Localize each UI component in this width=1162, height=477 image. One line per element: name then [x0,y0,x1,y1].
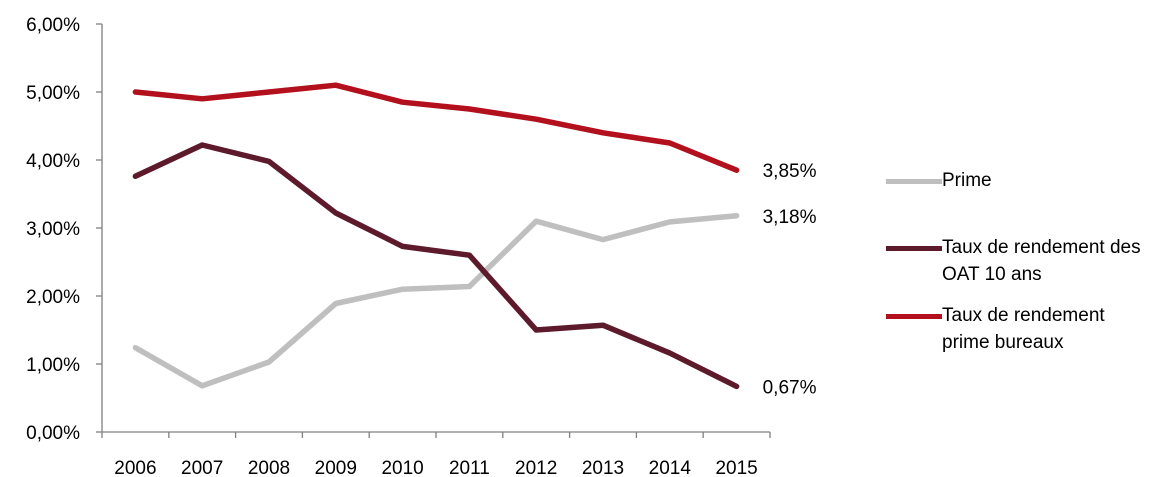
x-tick-label: 2008 [248,458,290,477]
y-tick-label: 5,00% [26,83,80,104]
y-tick-label: 6,00% [26,15,80,36]
axes: 0,00% 1,00% 2,00% 3,00% 4,00% 5,00% 6,00% 2006 2… [26,15,771,477]
legend-swatch-bureaux [886,314,942,319]
end-data-label: 3,85% [763,161,817,182]
x-tick-label: 2009 [315,458,357,477]
end-data-label: 3,18% [763,207,817,228]
data-labels: 3,18% 0,67% 3,85% [763,161,817,398]
x-tick-label: 2006 [114,458,156,477]
legend-label-prime: Prime [942,170,992,191]
legend-item-oat: Taux de rendement des OAT 10 ans [886,234,1142,288]
series-line-1 [132,142,740,390]
x-tick-label: 2010 [381,458,423,477]
legend-swatch-prime [886,179,942,184]
y-tick-label: 2,00% [26,287,80,308]
y-tick-label: 1,00% [26,355,80,376]
legend-label-oat: Taux de rendement des OAT 10 ans [942,237,1141,285]
legend-label-bureaux: Taux de rendement prime bureaux [942,305,1105,353]
x-tick-label: 2011 [449,458,490,477]
y-tick-label: 4,00% [26,151,80,172]
series-line-0 [132,213,740,389]
end-data-label: 0,67% [763,377,817,398]
x-tick-label: 2007 [181,458,223,477]
y-tick-label: 0,00% [26,423,80,444]
x-tick-label: 2015 [715,458,757,477]
y-tick-label: 3,00% [26,219,80,240]
x-tick-label: 2013 [582,458,624,477]
legend-item-bureaux: Taux de rendement prime bureaux [886,302,1142,356]
legend-item-prime: Prime [886,167,1142,194]
series-layer [132,82,740,390]
x-tick-label: 2014 [649,458,692,477]
x-tick-label: 2012 [515,458,557,477]
legend-swatch-oat [886,246,942,251]
series-line-2 [132,82,740,173]
